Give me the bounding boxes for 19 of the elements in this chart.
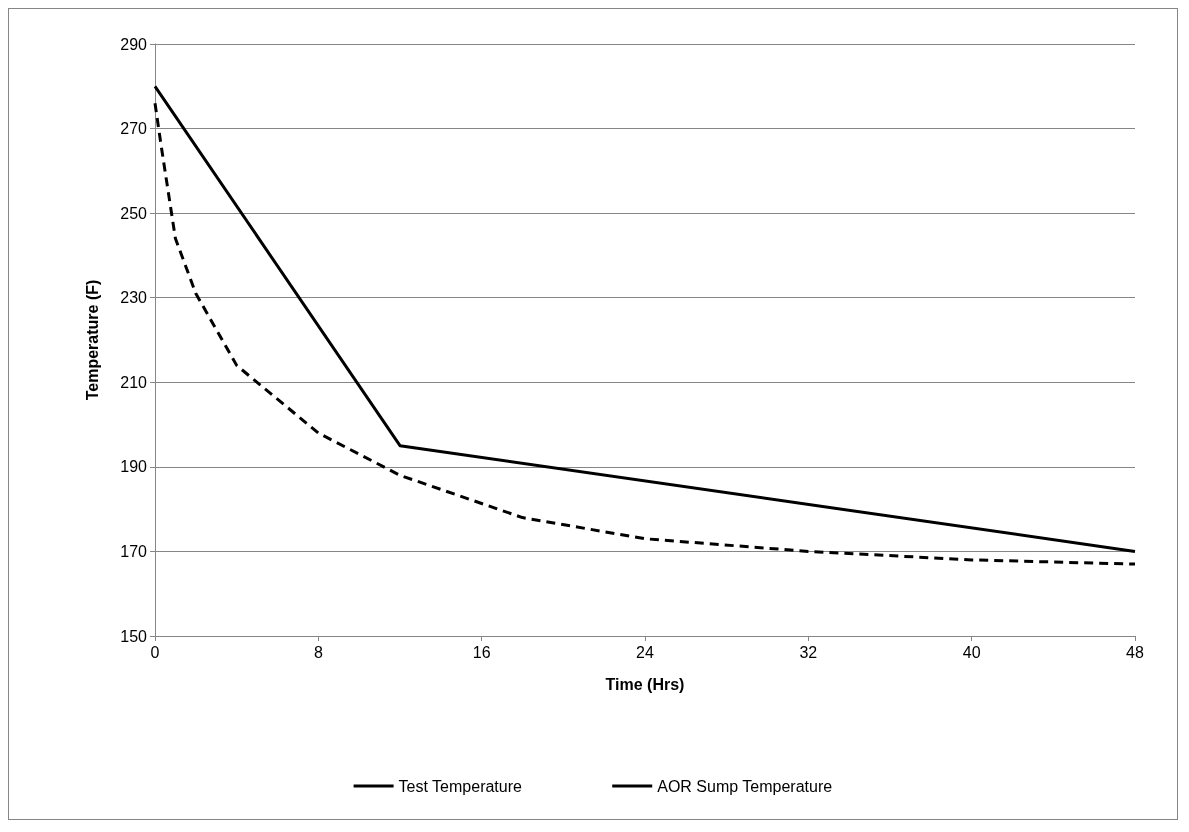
x-tick-label: 8 <box>313 643 323 661</box>
legend-label: Test Temperature <box>398 777 523 795</box>
x-tick-label: 32 <box>799 643 818 661</box>
y-axis-title: Temperature (F) <box>83 279 101 401</box>
x-tick-label: 40 <box>962 643 981 661</box>
x-tick-label: 48 <box>1126 643 1144 661</box>
y-tick-label: 190 <box>120 458 148 476</box>
y-tick-label: 270 <box>120 120 148 138</box>
x-tick-label: 0 <box>150 643 160 661</box>
x-tick-label: 24 <box>636 643 654 661</box>
y-tick-label: 290 <box>120 35 148 53</box>
legend-label: AOR Sump Temperature <box>657 777 833 795</box>
y-tick-label: 170 <box>120 542 148 560</box>
x-axis-title: Time (Hrs) <box>605 675 685 693</box>
y-tick-label: 230 <box>120 289 148 307</box>
y-tick-label: 210 <box>120 373 148 391</box>
y-tick-label: 150 <box>120 627 148 645</box>
x-tick-label: 16 <box>472 643 491 661</box>
y-tick-label: 250 <box>120 204 148 222</box>
